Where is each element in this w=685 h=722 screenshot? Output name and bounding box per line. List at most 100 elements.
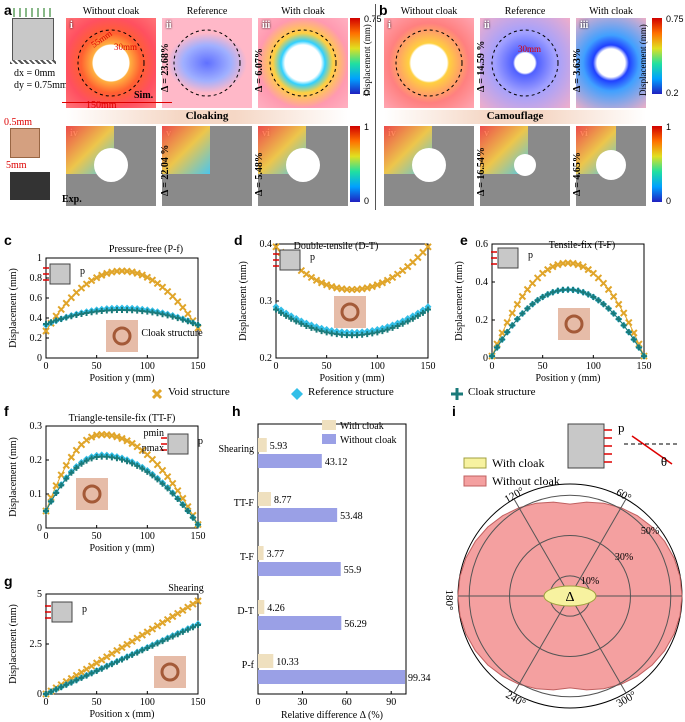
b-cb1-min: 0.2: [666, 88, 679, 98]
chart-d-xtick-label: 100: [370, 361, 385, 372]
b-colorbar-1: [652, 18, 662, 94]
a-colorbar-2: [350, 126, 360, 202]
chart-c-ytick-label: 0.2: [30, 333, 43, 344]
chart-c-series-0-point: [67, 293, 76, 302]
chart-d-series-2-point: [409, 315, 416, 322]
b-sim-tile-reference: ii: [480, 18, 570, 108]
chart-c-series-2-point: [103, 307, 110, 314]
chart-d-series-2-point: [349, 332, 355, 339]
chart-h-category-label: P-f: [242, 660, 255, 671]
chart-c-series-0-point: [184, 310, 192, 318]
chart-e-xtick-label: 100: [586, 361, 601, 372]
chart-g-series-2-point: [134, 649, 141, 656]
chart-e-series-0-point: [544, 265, 552, 274]
chart-g-ylabel: Displacement (mm): [8, 604, 19, 684]
chart-d-series-0-point: [388, 273, 397, 282]
chart-c-series-2-point: [169, 313, 176, 320]
chart-g-series-2-point: [149, 642, 156, 649]
chart-f-series-2-point: [93, 454, 100, 461]
chart-c-title: Pressure-free (P-f): [109, 244, 183, 255]
chart-g-series-0-point: [103, 653, 111, 661]
chart-c-lattice-thumb: [106, 320, 138, 352]
b-exp-tile-without: iv: [384, 126, 474, 206]
chart-f-series-2-point: [174, 495, 181, 502]
chart-d-series-2-point: [273, 306, 279, 313]
chart-g-series-0-point: [67, 674, 76, 683]
a-cb1-max: 0.75: [364, 14, 382, 24]
chart-d-series-2-point: [338, 331, 345, 338]
chart-d-series-0-point: [272, 243, 280, 251]
chart-f-frame: [45, 425, 199, 529]
chart-f-series-2-point: [129, 460, 136, 467]
panel-label-f: f: [4, 403, 9, 419]
chart-e-ylabel: Displacement (mm): [454, 261, 465, 341]
panel-label-e: e: [460, 232, 468, 248]
chart-i-angle-label: 120°: [502, 485, 526, 506]
panel-label-b: b: [379, 2, 388, 18]
chart-d-series-0-point: [322, 281, 331, 289]
chart-e-series-2-point: [620, 322, 627, 329]
chart-c-ylabel: Displacement (mm): [8, 268, 19, 348]
chart-e-series-2-point: [554, 287, 561, 294]
chart-g-lattice-thumb: [154, 656, 186, 688]
chart-e-series-2-point: [580, 289, 587, 296]
chart-h-legend-without-swatch: [322, 434, 336, 444]
chart-e-series-0-point: [579, 263, 587, 271]
chart-e-series-2-point: [635, 344, 642, 351]
chart-g-series-0-point: [108, 649, 116, 658]
chart-g-series-0-point: [143, 628, 152, 636]
chart-e-series-2-point: [529, 301, 536, 308]
chart-c-ytick-label: 0.6: [30, 293, 43, 304]
lattice-cell-icon: [10, 128, 40, 158]
chart-e-series-2-point: [489, 353, 495, 360]
chart-c-series-2-point: [93, 308, 100, 315]
chart-d-series-2-point: [389, 324, 396, 331]
chart-i-radial-50: 50%: [641, 526, 659, 537]
chart-d-series-2-point: [323, 329, 330, 336]
chart-e-series-2-point: [499, 336, 506, 343]
chart-e-series-0-point: [630, 329, 638, 337]
chart-d-xtick-label: 150: [421, 361, 436, 372]
a-band-label: Cloaking: [185, 110, 229, 122]
chart-c-series-2-point: [53, 317, 60, 324]
chart-g-series-2-point: [139, 647, 146, 654]
chart-h-bar-with: [258, 546, 264, 560]
chart-h-bar-without: [258, 508, 338, 522]
chart-g-series-2-point: [129, 651, 136, 658]
chart-c-series-2-point: [139, 308, 146, 315]
chart-h-legend-with-swatch: [322, 420, 336, 430]
chart-f-series-2-point: [48, 498, 55, 505]
bc-dx: dx = 0mm: [14, 68, 56, 79]
chart-e-series-2-point: [595, 297, 602, 304]
b-sim-tile-without: i: [384, 18, 474, 108]
a-dim-150-line: [62, 102, 172, 103]
chart-d-series-0-point: [419, 248, 427, 257]
bc-dy: dy = 0.75mm: [14, 80, 68, 91]
chart-c-inset-sample: [49, 263, 71, 285]
chart-c-lattice-ring: [112, 326, 132, 346]
a-cb2-min: 0: [364, 196, 370, 206]
chart-f-ytick-label: 0: [37, 523, 42, 534]
chart-f-series-2-point: [43, 508, 49, 514]
chart-h-bar-with: [258, 492, 271, 506]
chart-e-series-0-point: [503, 318, 511, 327]
chart-h-bar-with-label: 10.33: [276, 657, 299, 668]
chart-g-series-2-point: [58, 684, 65, 691]
chart-g-series-0-point: [138, 631, 146, 639]
chart-g-lattice-ring: [160, 662, 180, 682]
chart-e-series-2-point: [494, 344, 501, 351]
chart-d-series-2-point: [369, 330, 376, 337]
chart-f-lattice-ring: [82, 484, 102, 504]
chart-f-series-0-point: [158, 466, 167, 475]
a-colorbar-1: [350, 18, 360, 94]
chart-i-angle-label: 180°: [443, 590, 455, 611]
chart-c-series-2-point: [149, 309, 156, 316]
chart-d-title: Double-tensile (D-T): [294, 241, 379, 252]
chart-g-series-2-point: [119, 656, 125, 663]
chart-g-series-0-point: [174, 609, 182, 618]
chart-c-series-0-point: [92, 273, 101, 282]
chart-g-series-0-point: [113, 646, 121, 655]
chart-f-series-0-point: [87, 433, 96, 441]
chart-c-xtick-label: 50: [92, 361, 102, 372]
